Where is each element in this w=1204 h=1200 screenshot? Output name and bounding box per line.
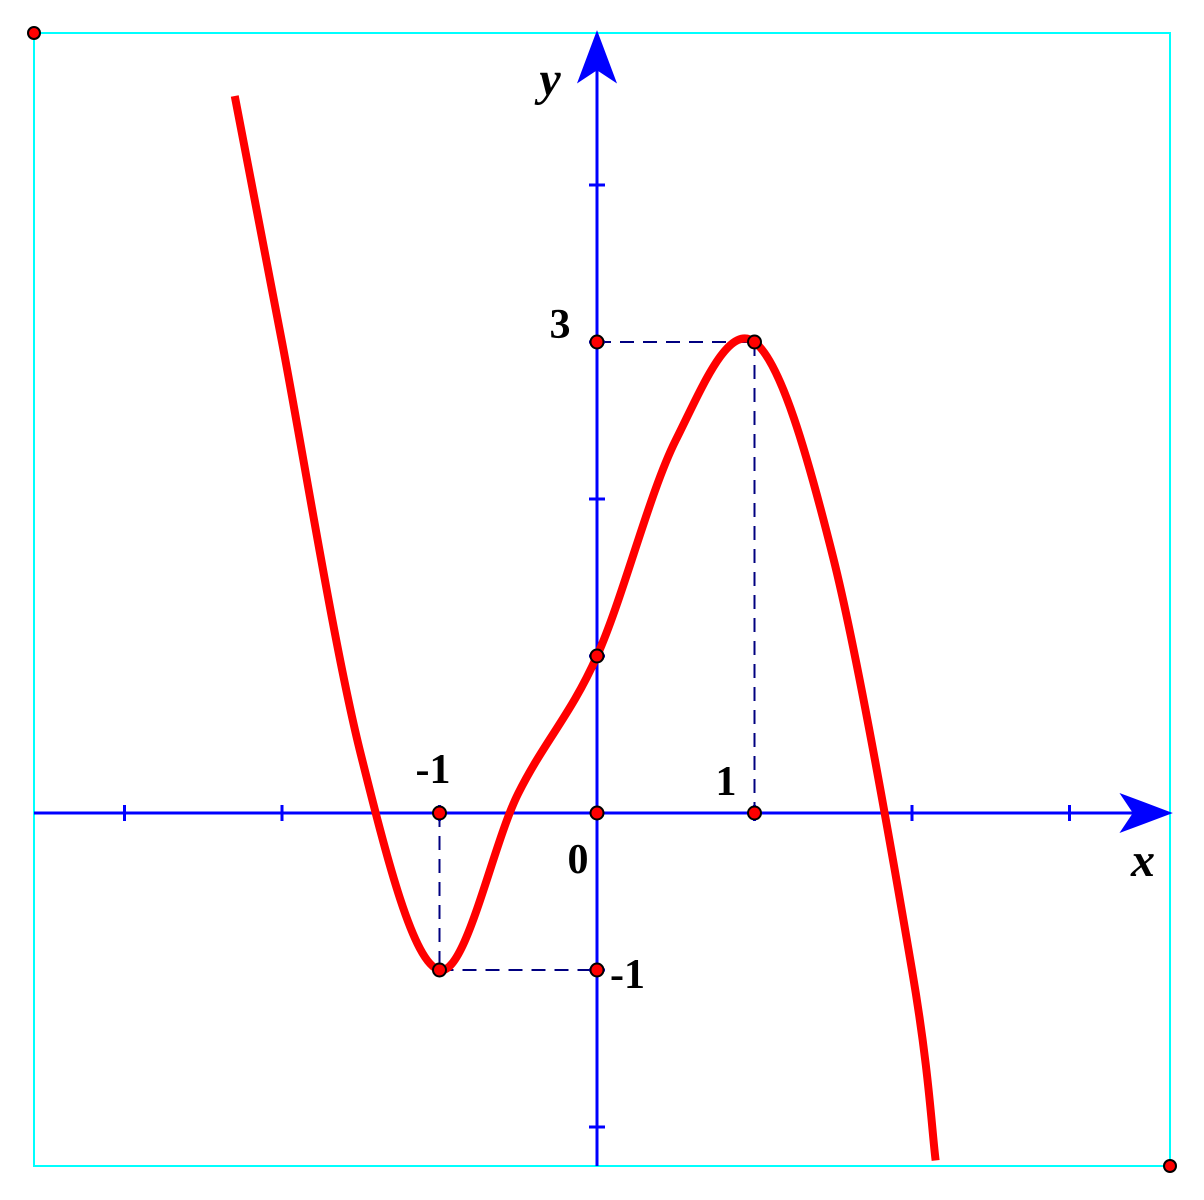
tick-label-x-1: 1 bbox=[716, 759, 737, 805]
guide-lines bbox=[438, 341, 756, 971]
x-axis-label: x bbox=[1130, 834, 1155, 887]
tick-label-origin: 0 bbox=[568, 837, 589, 883]
point-7 bbox=[747, 334, 762, 350]
marked-points bbox=[432, 334, 762, 978]
point-3 bbox=[589, 334, 605, 350]
point-5 bbox=[589, 962, 605, 978]
axes bbox=[34, 30, 1173, 1166]
frame-corner-point-bottom-right bbox=[1163, 1159, 1177, 1173]
y-axis-label: y bbox=[534, 53, 561, 106]
point-0 bbox=[432, 805, 447, 821]
frame-corner-point-top-left bbox=[27, 26, 41, 40]
point-6 bbox=[432, 962, 447, 978]
frame-border bbox=[33, 32, 1171, 1167]
tick-label-x-minus-1: -1 bbox=[416, 747, 451, 793]
point-4 bbox=[589, 648, 605, 664]
point-1 bbox=[589, 805, 605, 821]
series-curve bbox=[230, 95, 940, 1161]
tick-label-y-minus-1: -1 bbox=[610, 952, 645, 998]
x-axis-arrow-icon bbox=[1119, 792, 1173, 834]
y-axis-arrow-icon bbox=[576, 30, 618, 84]
tick-label-y-3: 3 bbox=[550, 302, 571, 348]
point-2 bbox=[747, 805, 762, 821]
